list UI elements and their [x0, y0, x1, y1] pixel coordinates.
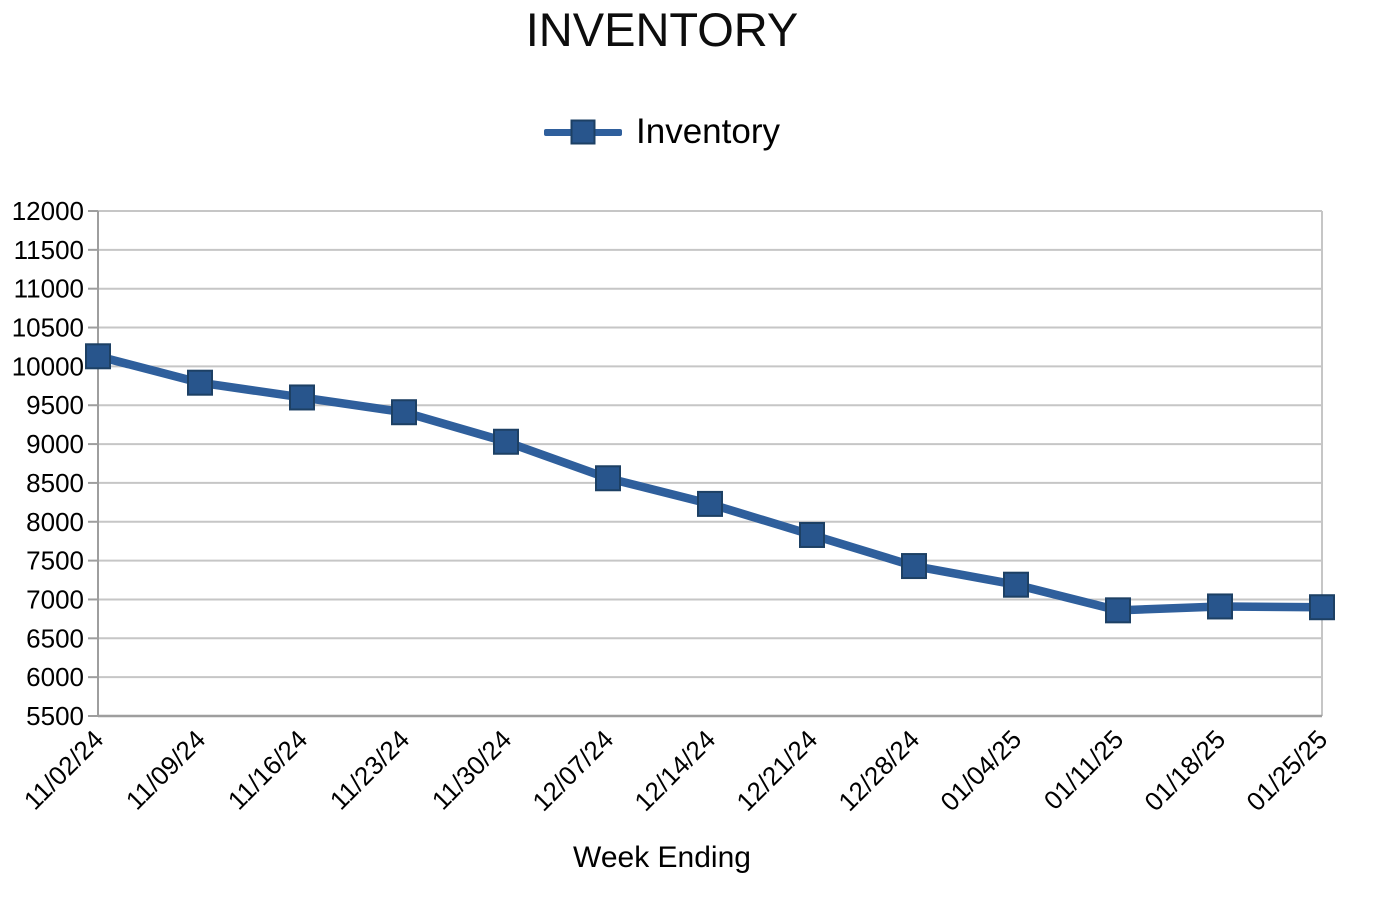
data-point-marker — [697, 490, 723, 517]
data-point-marker — [391, 399, 417, 426]
data-point-marker — [85, 343, 111, 370]
y-axis-label: 5500 — [26, 701, 84, 731]
y-axis-label: 11000 — [14, 274, 84, 304]
x-axis-title: Week Ending — [573, 841, 751, 874]
y-axis-label: 9500 — [26, 390, 84, 420]
legend-line-marker-icon — [544, 119, 623, 145]
data-point-marker — [595, 465, 621, 492]
y-axis-label: 6000 — [26, 662, 84, 692]
data-point-marker — [1105, 597, 1131, 624]
legend: Inventory — [0, 110, 1324, 154]
data-point-marker — [1207, 593, 1233, 620]
x-axis-label: 01/04/25 — [934, 724, 1027, 817]
data-point-marker — [187, 369, 213, 396]
data-point-marker — [799, 521, 825, 548]
y-axis-label: 10500 — [12, 313, 84, 343]
x-axis-label: 11/16/24 — [222, 724, 313, 815]
data-point-marker — [493, 428, 519, 455]
y-axis-label: 7500 — [26, 546, 84, 576]
x-axis-label: 12/07/24 — [526, 724, 619, 817]
y-axis-label: 7000 — [26, 584, 84, 614]
x-axis-label: 12/14/24 — [628, 724, 721, 817]
y-axis-label: 8000 — [26, 507, 84, 537]
data-point-marker — [1309, 594, 1335, 621]
x-axis-label: 11/23/24 — [324, 724, 415, 815]
y-axis-label: 10000 — [12, 351, 84, 381]
x-axis-label: 11/30/24 — [426, 724, 517, 815]
x-axis-label: 01/25/25 — [1240, 724, 1333, 817]
x-axis-label: 11/02/24 — [18, 724, 109, 815]
data-point-marker — [1003, 571, 1029, 598]
y-axis-label: 12000 — [12, 196, 84, 226]
data-point-marker — [901, 553, 927, 580]
y-axis-label: 11500 — [14, 235, 84, 265]
legend-square-marker-icon — [570, 119, 596, 145]
y-axis-label: 6500 — [26, 623, 84, 653]
y-axis-label: 9000 — [26, 429, 84, 459]
x-axis-label: 01/18/25 — [1138, 724, 1231, 817]
x-axis-label: 12/28/24 — [832, 724, 925, 817]
x-axis-label: 11/09/24 — [120, 724, 211, 815]
x-axis-label: 01/11/25 — [1038, 724, 1129, 815]
chart-title: INVENTORY — [525, 3, 799, 56]
legend-label: Inventory — [636, 112, 780, 151]
data-point-marker — [289, 384, 315, 411]
x-axis-label: 12/21/24 — [730, 724, 823, 817]
y-axis-label: 8500 — [26, 468, 84, 498]
